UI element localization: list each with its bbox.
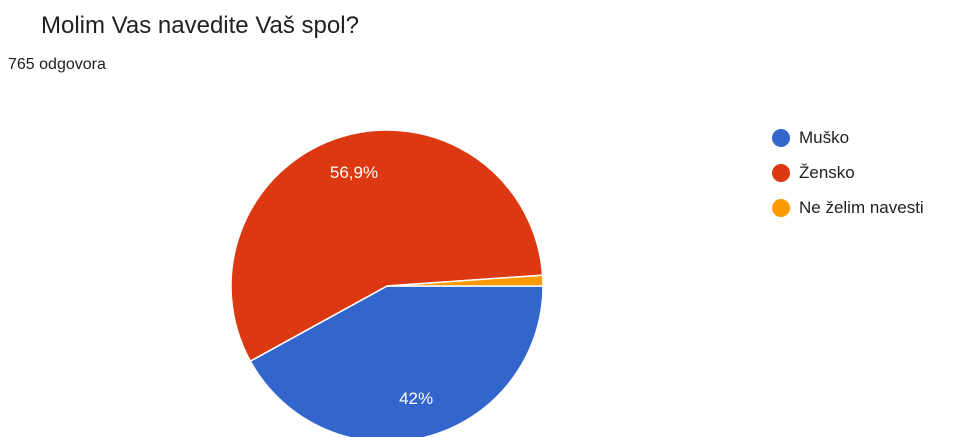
legend-item-ne-zelim[interactable]: Ne želim navesti [772,198,924,218]
response-count: 765 odgovora [8,56,106,73]
legend-label-zensko: Žensko [799,163,855,182]
pie-slice-zensko[interactable] [230,129,544,363]
legend-label-ne-zelim: Ne želim navesti [799,198,924,217]
chart-title: Molim Vas navedite Vaš spol? [41,12,359,39]
legend-swatch-ne-zelim [772,199,790,217]
legend: Muško Žensko Ne želim navesti [772,128,924,233]
legend-swatch-zensko [772,164,790,182]
legend-item-zensko[interactable]: Žensko [772,163,924,183]
legend-item-musko[interactable]: Muško [772,128,924,148]
legend-label-musko: Muško [799,128,850,147]
pie-label-musko: 42% [399,389,433,408]
legend-swatch-musko [772,129,790,147]
pie-slice-musko[interactable] [249,285,544,437]
pie-label-zensko: 56,9% [330,163,378,182]
pie-slice-ne-zelim[interactable] [386,274,544,287]
